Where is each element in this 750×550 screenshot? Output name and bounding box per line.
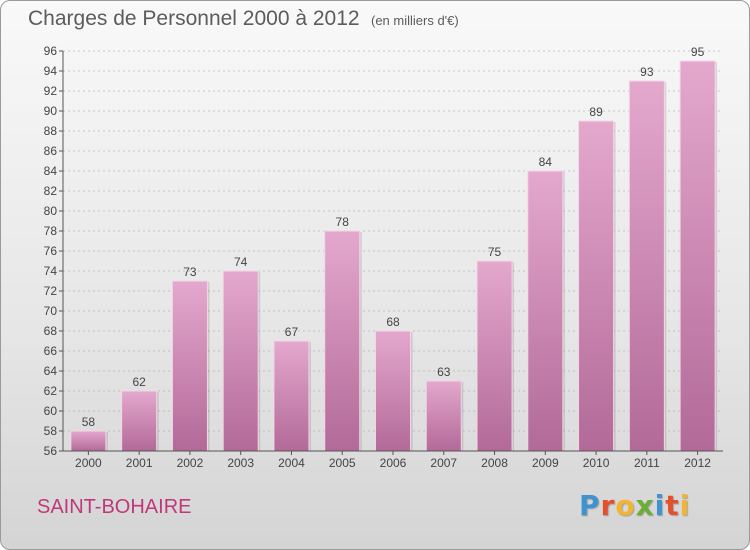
y-tick-label: 94 [44,64,58,78]
logo-letter: x [635,489,655,522]
logo-letter: i [654,489,666,522]
value-label: 75 [488,245,502,259]
value-label: 74 [234,255,248,269]
logo-letter: o [615,489,636,522]
x-tick-label: 2009 [532,456,559,470]
bar-2008 [476,260,513,452]
bar-2010 [578,120,615,452]
value-label: 89 [589,105,603,119]
x-tick-label: 2011 [634,456,660,470]
value-label: 67 [285,325,299,339]
value-label: 93 [640,65,654,79]
y-tick-label: 76 [44,244,58,258]
bar-2004 [273,340,310,452]
x-tick-label: 2006 [380,456,407,470]
y-tick-label: 66 [44,344,58,358]
y-tick-label: 64 [44,364,58,378]
bar-2009 [527,170,564,452]
y-tick-label: 90 [44,104,58,118]
bar-2012 [679,60,716,452]
bars [70,60,718,452]
chart-unit: (en milliers d'€) [371,13,459,28]
value-label: 62 [132,375,146,389]
value-label: 95 [691,45,705,59]
x-tick-label: 2010 [583,456,610,470]
value-label: 63 [437,365,451,379]
x-tick-label: 2012 [684,456,711,470]
y-tick-label: 92 [44,84,58,98]
logo-letter: r [600,489,616,522]
y-tick-label: 62 [44,384,58,398]
y-tick-label: 70 [44,304,58,318]
commune-name: SAINT-BOHAIRE [37,496,192,518]
axes [59,50,723,455]
bar-2006 [374,330,412,452]
bar-2007 [425,380,462,452]
y-tick-label: 58 [44,424,58,438]
logo-letter: t [665,489,680,522]
y-tick-label: 60 [44,404,58,418]
y-tick-label: 72 [44,284,58,298]
x-tick-label: 2007 [430,456,457,470]
y-tick-label: 80 [44,204,58,218]
x-tick-label: 2001 [126,456,153,470]
y-tick-label: 82 [44,184,58,198]
y-tick-label: 96 [44,44,58,58]
bar-2001 [121,390,158,452]
proxiti-logo: Proxiti [579,489,690,522]
y-tick-label: 88 [44,124,58,138]
logo-letter: i [679,489,691,522]
x-tick-label: 2002 [177,456,204,470]
y-tick-label: 56 [44,444,58,458]
bar-2000 [70,430,107,452]
x-tick-label: 2003 [227,456,254,470]
x-tick-label: 2005 [329,456,356,470]
value-label: 73 [183,265,197,279]
chart-title: Charges de Personnel 2000 à 2012 [28,7,360,30]
y-tick-label: 78 [44,224,58,238]
bar-2002 [171,280,208,452]
value-label: 78 [336,215,350,229]
logo-letter: P [579,489,601,522]
y-tick-label: 86 [44,144,58,158]
bar-2011 [628,80,665,452]
y-tick-label: 84 [44,164,58,178]
y-tick-label: 74 [44,264,58,278]
bar-2003 [222,270,259,452]
labels: 56 58 60 62 64 66 68 70 72 74 76 78 80 82 84 86 88 90 92 94… [44,44,712,470]
value-label: 58 [82,415,96,429]
bar-2005 [324,230,361,452]
x-tick-label: 2004 [278,456,305,470]
y-tick-label: 68 [44,324,58,338]
x-tick-label: 2008 [481,456,508,470]
value-label: 84 [539,155,553,169]
x-tick-label: 2000 [75,456,102,470]
value-label: 68 [386,315,400,329]
